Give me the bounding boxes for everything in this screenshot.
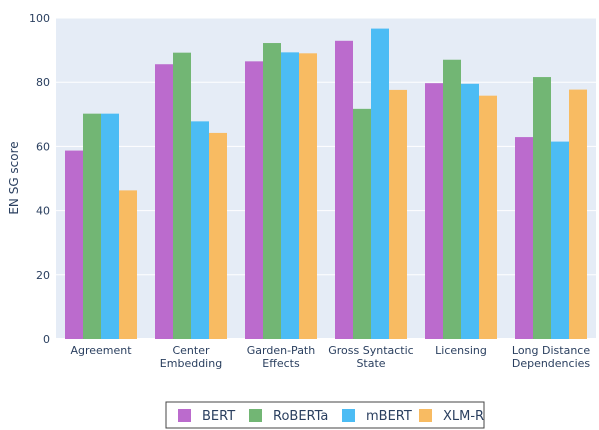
y-tick-label: 100 (29, 12, 50, 25)
x-tick-label: Garden-Path Effects (247, 344, 315, 370)
y-tick-label: 0 (43, 333, 50, 346)
bar-roberta-2 (263, 43, 281, 340)
gridlines (56, 17, 596, 340)
bar-mbert-5 (551, 141, 569, 339)
legend-swatch (178, 409, 191, 422)
legend-swatch (419, 409, 432, 422)
bar-roberta-1 (173, 52, 191, 339)
bar-roberta-3 (353, 108, 371, 339)
bar-mbert-0 (101, 113, 119, 340)
bar-mbert-3 (371, 28, 389, 340)
y-tick-label: 20 (36, 269, 50, 282)
y-axis-label: EN SG score (7, 141, 21, 214)
bar-xlm-r-2 (299, 53, 317, 340)
bar-mbert-4 (461, 83, 479, 340)
bar-roberta-4 (443, 59, 461, 339)
x-tick-label: Center Embedding (160, 344, 222, 370)
bar-bert-4 (425, 83, 443, 340)
y-tick-label: 80 (36, 76, 50, 89)
bar-xlm-r-0 (119, 190, 137, 339)
bar-roberta-5 (533, 77, 551, 340)
legend-swatch (249, 409, 262, 422)
y-tick-labels: 0 20 40 60 80 100 (29, 12, 50, 346)
bar-bert-0 (65, 150, 83, 339)
legend-label: XLM-R (443, 409, 484, 424)
legend-label: mBERT (366, 409, 412, 424)
bar-xlm-r-4 (479, 95, 497, 339)
bar-bert-3 (335, 40, 353, 339)
legend-swatch (342, 409, 355, 422)
legend: BERT RoBERTa mBERT XLM-R (165, 401, 485, 429)
bar-roberta-0 (83, 113, 101, 340)
x-tick-labels: Agreement Center Embedding Garden-Path Effec… (70, 344, 590, 370)
bar-mbert-1 (191, 121, 209, 339)
bar-xlm-r-3 (389, 89, 407, 340)
bar-bert-5 (515, 137, 533, 339)
x-tick-label: Licensing (435, 344, 487, 357)
bar-mbert-2 (281, 52, 299, 340)
y-tick-label: 40 (36, 205, 50, 218)
x-tick-label: Gross Syntactic State (328, 344, 413, 370)
x-tick-label: Long Distance Dependencies (512, 344, 591, 370)
bar-bert-1 (155, 64, 173, 339)
legend-label: RoBERTa (273, 409, 328, 424)
bar-xlm-r-1 (209, 132, 227, 339)
bar-xlm-r-5 (569, 89, 587, 339)
legend-label: BERT (202, 409, 235, 424)
plot-background (56, 18, 596, 339)
x-tick-label: Agreement (70, 344, 132, 357)
bar-bert-2 (245, 61, 263, 340)
bars (65, 28, 587, 340)
y-tick-label: 60 (36, 140, 50, 153)
